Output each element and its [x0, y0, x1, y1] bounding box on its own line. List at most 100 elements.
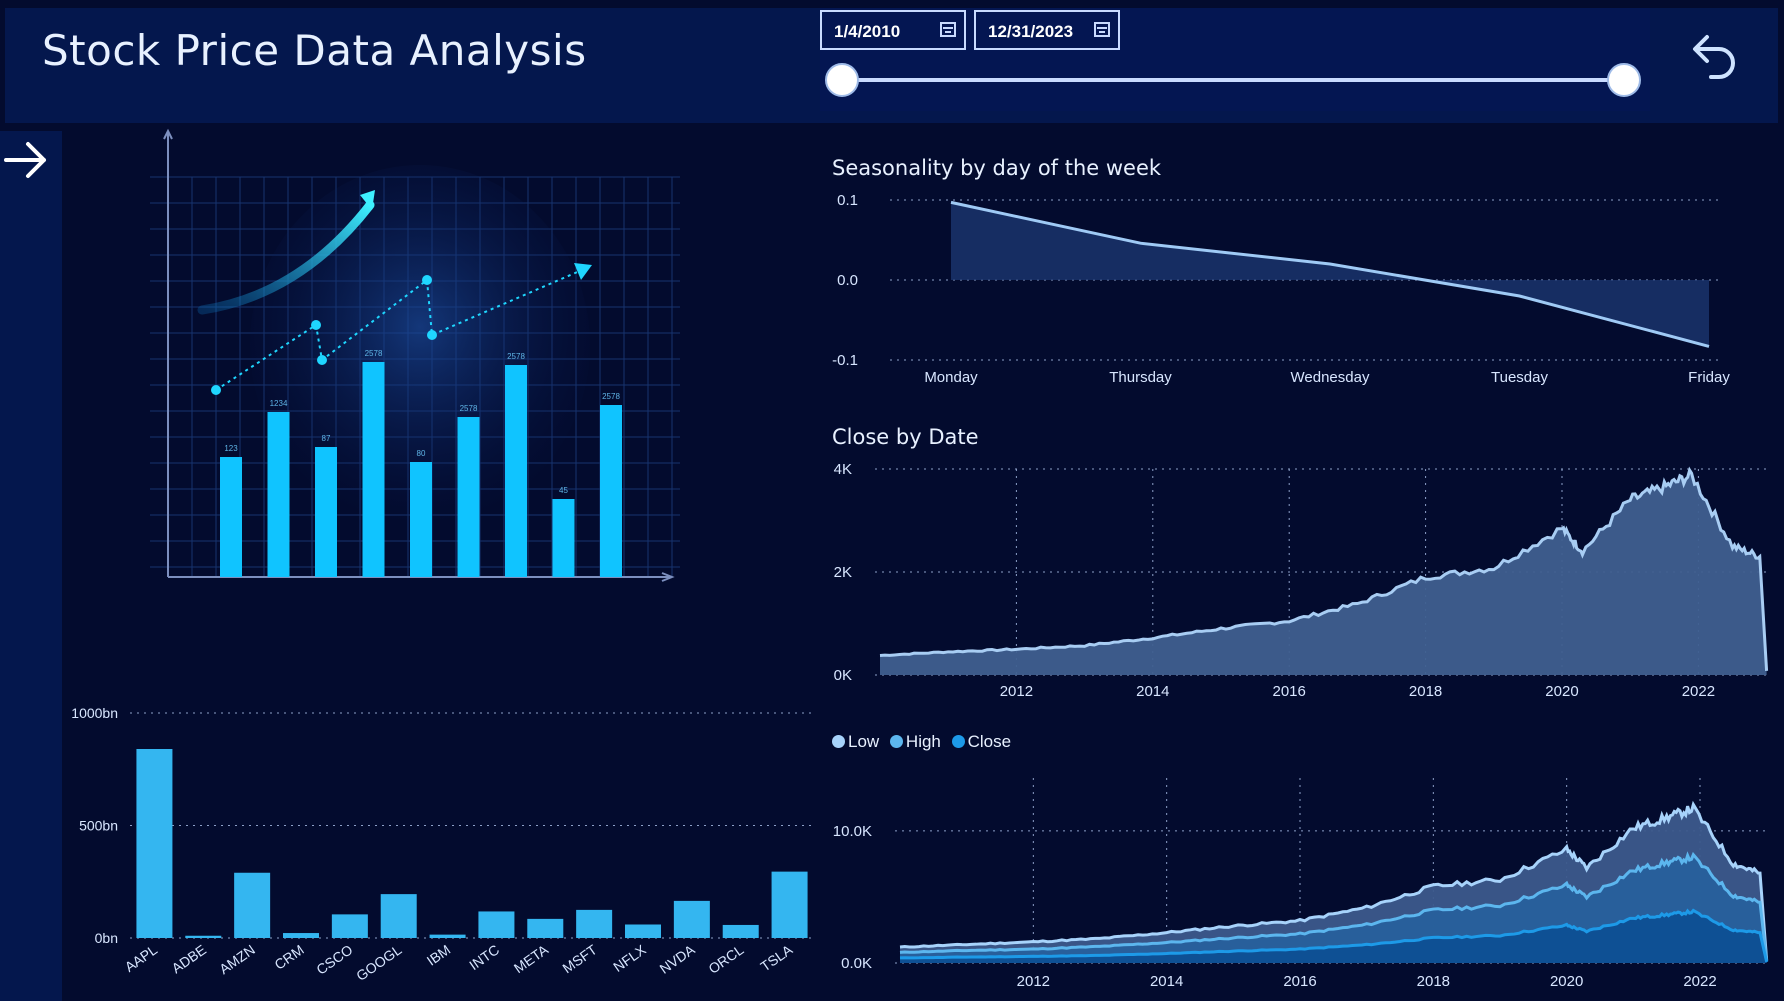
illustration-bar-label: 87 [322, 434, 331, 443]
illustration-y-axis [163, 128, 173, 577]
y-tick-label: 500bn [79, 818, 118, 834]
trend-line [215, 269, 583, 391]
illustration-bar [220, 457, 242, 577]
legend-item-high[interactable]: High [889, 732, 941, 752]
x-tick-label: Tuesday [1491, 369, 1548, 386]
illustration-bar-label: 45 [559, 486, 568, 495]
bar [576, 909, 613, 938]
start-date-value: 1/4/2010 [834, 22, 901, 41]
seasonality-title: Seasonality by day of the week [832, 156, 1162, 180]
bar [771, 871, 808, 938]
page-title: Stock Price Data Analysis [42, 26, 587, 75]
x-tick-label: 2016 [1283, 973, 1316, 990]
x-tick-label: NVDA [657, 941, 699, 977]
bar [331, 914, 368, 938]
calendar-icon[interactable] [940, 22, 956, 37]
x-tick-label: TSLA [757, 941, 795, 975]
trend-arrowhead [574, 263, 592, 280]
x-tick-label: GOOGL [353, 941, 404, 984]
illustration-bar [552, 499, 575, 577]
illustration-bar [505, 365, 527, 577]
x-tick-label: Friday [1688, 369, 1730, 386]
x-tick-label: NFLX [610, 941, 649, 975]
x-tick-label: 2018 [1417, 973, 1450, 990]
x-tick-label: INTC [466, 941, 502, 973]
x-tick-label: 2020 [1545, 683, 1578, 700]
y-tick-label: 0.0 [837, 272, 858, 289]
illustration-bar [315, 447, 337, 577]
illustration-bar-label: 2578 [602, 392, 620, 401]
area-fill-close [900, 910, 1767, 963]
bar [283, 933, 319, 938]
bar [234, 872, 271, 938]
x-tick-label: 2018 [1409, 683, 1442, 700]
close-by-date-title: Close by Date [832, 425, 979, 449]
illustration-bar-label: 123 [224, 444, 238, 453]
trend-point [422, 275, 432, 285]
illustration-bar-label: 2578 [507, 352, 525, 361]
undo-arrow-icon[interactable] [1683, 25, 1739, 85]
y-tick-label: 0.1 [837, 192, 858, 209]
legend-dot [832, 735, 845, 748]
x-tick-label: 2014 [1136, 683, 1169, 700]
slider-start-handle[interactable] [825, 63, 859, 97]
x-tick-label: MSFT [559, 941, 600, 976]
illustration-bar [457, 417, 480, 577]
x-tick-label: META [511, 941, 552, 976]
close-by-date-chart: 4K 2K 0K 2012 2014 2016 2018 2020 2022 [834, 461, 1770, 700]
stock-growth-illustration: 123 1234 87 2578 80 2578 2578 45 2578 [150, 128, 680, 582]
calendar-icon[interactable] [1094, 22, 1110, 37]
legend-item-low[interactable]: Low [832, 732, 879, 752]
trend-point [427, 330, 437, 340]
start-date-field[interactable]: 1/4/2010 [820, 10, 966, 50]
series-line-close [899, 908, 1769, 963]
side-panel [0, 131, 62, 1001]
x-tick-label: Monday [924, 369, 978, 386]
illustration-bar-label: 80 [417, 449, 426, 458]
legend-label: Close [967, 732, 1012, 751]
x-tick-label: 2022 [1683, 973, 1716, 990]
x-tick-label: 2022 [1682, 683, 1715, 700]
area-fill [951, 202, 1709, 347]
x-tick-label: 2016 [1273, 683, 1306, 700]
swoosh-arrowhead [360, 190, 375, 210]
bar [673, 900, 710, 938]
end-date-field[interactable]: 12/31/2023 [974, 10, 1120, 50]
series-line-low [899, 800, 1769, 961]
growth-swoosh [197, 200, 375, 315]
x-tick-label: IBM [424, 941, 454, 968]
y-tick-label: 0bn [95, 930, 118, 946]
lhc-legend: Low High Close [832, 732, 1017, 752]
slider-end-handle[interactable] [1607, 63, 1641, 97]
area-fill [880, 470, 1767, 675]
arrow-right-icon[interactable] [2, 134, 50, 186]
x-tick-label: 2014 [1150, 973, 1183, 990]
x-tick-label: AMZN [216, 941, 258, 977]
x-tick-label: ORCL [705, 941, 746, 977]
illustration-bar [410, 462, 432, 577]
illustration-bar-label: 1234 [270, 399, 288, 408]
y-tick-label: -0.1 [832, 352, 858, 369]
legend-item-close[interactable]: Close [951, 732, 1012, 752]
x-tick-label: AAPL [122, 941, 161, 975]
x-tick-label: Thursday [1109, 369, 1172, 386]
y-tick-label: 0K [834, 667, 852, 684]
legend-label: Low [848, 732, 880, 751]
y-tick-label: 0.0K [841, 955, 872, 972]
x-tick-label: 2012 [1000, 683, 1033, 700]
x-tick-label: ADBE [169, 941, 209, 976]
x-tick-label: 2012 [1017, 973, 1050, 990]
bar [478, 911, 515, 938]
illustration-bar-label: 2578 [460, 404, 478, 413]
series-line [879, 466, 1769, 671]
bar [527, 918, 564, 938]
y-tick-label: 4K [834, 461, 852, 478]
y-tick-label: 2K [834, 564, 852, 581]
illustration-bar-label: 2578 [365, 349, 383, 358]
x-tick-label: Wednesday [1291, 369, 1370, 386]
legend-label: High [905, 732, 941, 751]
legend-dot [889, 735, 903, 748]
bar [380, 894, 417, 938]
bar [136, 749, 173, 938]
date-slider-track[interactable] [842, 78, 1624, 82]
